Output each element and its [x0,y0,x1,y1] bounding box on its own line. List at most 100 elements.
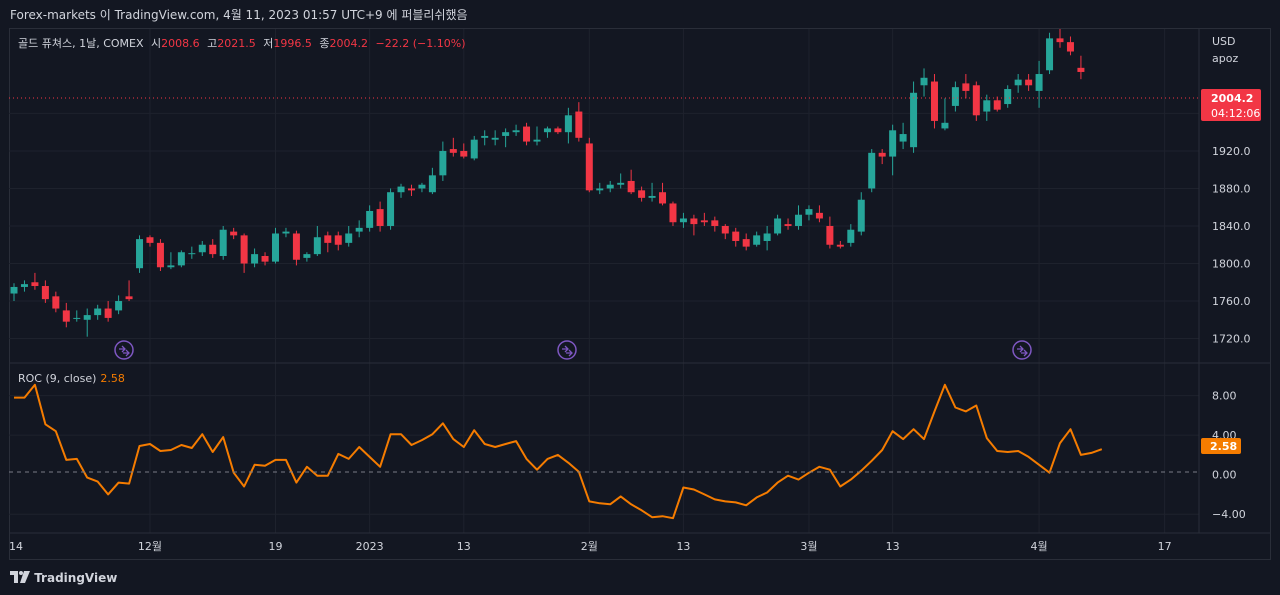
candle [251,248,259,268]
candle-body [826,225,834,245]
roc-tick-label: −4.00 [1212,508,1246,521]
candle-body [470,139,478,159]
high-value: 2021.5 [217,37,256,50]
candle [470,135,478,161]
candle-body [753,235,761,245]
roc-tick-label: 8.00 [1212,390,1237,403]
candle-body [763,233,771,241]
candle [659,182,667,206]
publish-title: Forex-markets 이 TradingView.com, 4월 11, … [10,8,468,22]
roc-value-badge [1201,438,1241,454]
event-icon[interactable] [557,340,577,360]
low-label: 저 [263,37,274,50]
candle-body [387,192,395,226]
candle-body [125,296,133,300]
candle [136,235,144,273]
candle-body [167,265,175,268]
candle [188,246,196,259]
candle-body [627,180,635,193]
candle-body [993,100,1001,110]
candle-body [240,235,248,264]
candle-body [198,244,206,253]
tradingview-logo[interactable]: TradingView [10,571,117,585]
candle [533,126,541,146]
candle-body [62,310,70,322]
price-tick-label: 1920.0 [1212,145,1251,158]
candle-body [1014,79,1022,86]
candle-body [355,227,363,232]
candle [261,252,269,266]
roc-value-badge-text: 2.58 [1210,440,1237,453]
candle-body [721,225,729,234]
candle-body [1035,74,1043,91]
candle-body [219,229,227,257]
candle [52,291,60,313]
candle [481,130,489,146]
candle [198,240,206,257]
price-tick-label: 1800.0 [1212,258,1251,271]
candle [313,225,321,257]
high-label: 고 [207,37,218,50]
candle [83,308,91,337]
candle-body [951,87,959,106]
roc-legend-value: 2.58 [100,372,125,385]
candle [115,295,123,315]
candle [240,233,248,273]
time-tick-label: 13 [886,540,900,553]
candle [1077,55,1085,80]
event-icon[interactable] [1012,340,1032,360]
candle-body [805,209,813,215]
candle [575,102,583,142]
candle-body [868,152,876,189]
roc-legend[interactable]: ROC (9, close) 2.58 [18,372,125,385]
candle-body [460,150,468,157]
candle [993,96,1001,112]
roc-line [14,383,1103,520]
candle [209,239,217,258]
candle-body [617,182,625,185]
candle [334,231,342,251]
candle [784,218,792,230]
candle-body [554,128,562,133]
candle [763,225,771,251]
candle [878,149,886,165]
candle-body [292,233,300,260]
candle-body [543,128,551,133]
candle-body [156,242,164,268]
candle [20,280,28,292]
candle [303,252,311,262]
time-tick-label: 14 [9,540,23,553]
candle [1025,74,1033,91]
candle-body [1066,42,1074,52]
candle [753,231,761,247]
candle [564,107,572,144]
symbol-legend[interactable]: 골드 퓨쳐스, 1날, COMEX 시2008.6 고2021.5 저1996.… [18,35,465,51]
candle [104,301,112,322]
symbol-name: 골드 퓨쳐스, 1날, COMEX [18,37,144,50]
candle [292,230,300,266]
candle-body [1025,79,1033,86]
candle [272,227,279,264]
candle-body [659,192,667,204]
candle [962,74,970,99]
candle [910,81,918,153]
grid-lines [9,29,1199,533]
currency-label: USD [1212,35,1236,48]
candle [460,143,468,159]
candle [899,122,907,150]
candle [397,183,405,198]
candle-body [449,149,457,153]
candle [125,280,133,302]
candle-body [972,85,980,116]
event-icon[interactable] [114,340,134,360]
close-value: 2004.2 [329,37,369,50]
time-tick-label: 2월 [581,540,598,553]
candle [387,188,395,230]
candle [554,126,562,135]
candle [627,169,635,195]
candle-body [836,244,844,247]
candle-body [136,239,144,269]
candle-body [878,152,886,157]
candle [1014,74,1022,93]
